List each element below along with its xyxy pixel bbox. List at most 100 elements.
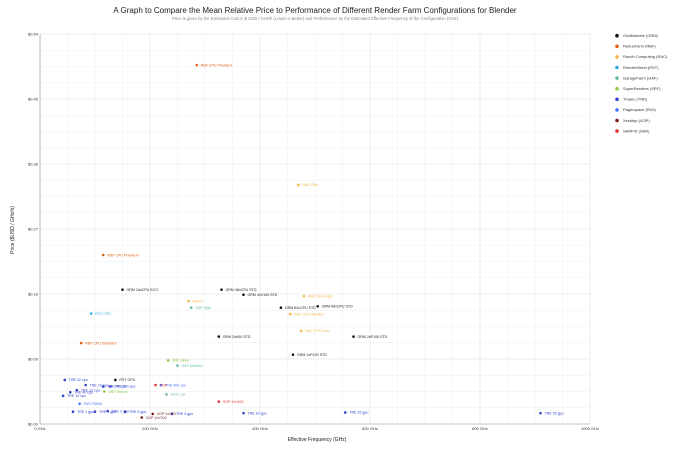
- legend-marker: [615, 118, 619, 123]
- point-label: TRE 16 cpu: [90, 383, 109, 387]
- data-point: [170, 412, 174, 416]
- data-point: [151, 412, 155, 416]
- point-label: GAF Low: [171, 393, 186, 397]
- legend-marker: [615, 86, 619, 91]
- data-point: [63, 378, 67, 382]
- point-label: TRE 1 gpu: [77, 410, 94, 414]
- point-label: SRF Silver: [172, 359, 190, 363]
- data-point: [103, 390, 106, 393]
- point-label: RBF CPU Priority+1: [201, 63, 233, 67]
- data-point: [217, 335, 221, 338]
- point-label: #REF!: [193, 300, 203, 304]
- point-label: TRE 250 cpu: [114, 385, 135, 389]
- legend: GridMarkets (GRM) RebusFarm (RBF) Ranch Co…: [615, 33, 668, 133]
- data-point: [279, 306, 283, 310]
- legend-marker: [615, 65, 619, 70]
- point-label: RAC CPU-Low: [305, 329, 329, 333]
- point-label: RST CPU: [95, 312, 111, 316]
- x-tick-label: 800 GHz: [472, 426, 488, 431]
- point-label: RST GPU: [119, 378, 135, 382]
- data-point: [539, 411, 542, 415]
- point-label: XOP 4xV100: [223, 400, 244, 404]
- data-point: [71, 410, 75, 414]
- chart-subtitle: Price is given by the Estimated Cost in …: [172, 16, 459, 21]
- y-tick-label: $0.18: [28, 292, 39, 297]
- legend-marker: [615, 97, 619, 102]
- point-label: GRM 16xCPU ECO: [127, 288, 159, 292]
- y-tick-label: $0.36: [28, 162, 39, 167]
- data-point: [68, 390, 72, 394]
- axes: [39, 34, 590, 425]
- data-point: [109, 385, 112, 388]
- data-point: [84, 383, 87, 387]
- x-tick-label: 600 GHz: [362, 426, 378, 431]
- point-label: TRE 4 gpu: [176, 412, 193, 416]
- data-point: [114, 378, 117, 382]
- x-axis-label: Effective Frequency (GHz): [288, 437, 347, 443]
- data-point: [154, 383, 157, 387]
- data-point: [297, 183, 300, 187]
- tick-labels: 0 GHz 200 GHz 400 GHz 600 GHz 800 GHz 1000 GH…: [28, 32, 599, 432]
- data-point: [61, 394, 65, 398]
- point-label: TRE 40 cpu: [74, 391, 93, 395]
- point-label: TRE 24 cpu: [107, 385, 126, 389]
- y-tick-label: $0.09: [28, 357, 39, 362]
- legend-entry: SARFIS (SAR): [623, 128, 650, 133]
- x-tick-label: 400 GHz: [252, 426, 268, 431]
- point-label: TRE 6 gpu: [129, 410, 146, 414]
- point-label: XOP 1xGTX: [157, 412, 177, 416]
- data-point: [89, 312, 93, 315]
- point-label: PAS P5000: [84, 402, 102, 406]
- point-label: RBF CPU Standard: [85, 341, 116, 345]
- legend-entry: Ranch Computing (RAC): [623, 54, 668, 59]
- point-label: GAF High: [195, 306, 211, 310]
- point-label: RAC CPU-Medium: [294, 313, 324, 317]
- x-tick-label: 1000 GHz: [581, 426, 599, 431]
- data-point: [352, 335, 355, 338]
- y-tick-label: $0.45: [28, 97, 39, 102]
- data-point: [75, 388, 79, 392]
- point-label: XOP 1xV100: [146, 416, 167, 420]
- legend-entry: Pagerspace (PAS): [623, 107, 656, 112]
- legend-marker: [615, 44, 619, 49]
- point-label: GRM 96xCPU STD: [322, 305, 353, 309]
- legend-marker: [615, 129, 619, 133]
- point-label: RAC CPU-High: [308, 294, 333, 298]
- data-point: [242, 293, 245, 297]
- x-tick-label: 0 GHz: [34, 426, 45, 431]
- y-axis-label: Price ($USD / GHz/h): [10, 206, 16, 254]
- data-point: [217, 400, 221, 403]
- legend-entry: RebusFarm (RBF): [623, 44, 656, 49]
- data-point: [189, 306, 193, 310]
- data-point: [78, 402, 81, 406]
- data-point: [242, 411, 245, 415]
- data-point: [93, 410, 97, 414]
- point-label: GRM 2xP100 STD: [358, 335, 388, 339]
- y-tick-label: $0.27: [28, 227, 39, 232]
- legend-entry: RenderStreet (RST): [623, 65, 659, 70]
- point-label: TRE 25 gpu: [545, 411, 564, 415]
- data-point: [343, 411, 347, 414]
- point-label: TRE 14 cpu: [67, 394, 86, 398]
- data-point: [299, 329, 303, 333]
- point-label: TRE 2 gpu: [112, 409, 129, 413]
- point-label: SRF Bronze: [108, 390, 128, 394]
- grid-lines: [39, 33, 591, 425]
- legend-marker: [615, 76, 619, 80]
- point-label: GRM 1xP100 STD: [297, 353, 327, 357]
- y-tick-label: $0.54: [28, 32, 39, 37]
- data-point: [288, 312, 292, 316]
- data-point: [316, 304, 320, 308]
- point-label: TRE 12 cpu: [81, 388, 100, 392]
- legend-entry: Xesktop (XOP): [623, 118, 650, 123]
- data-point: [159, 383, 163, 387]
- point-label: TRE 10 gpu: [248, 411, 267, 415]
- point-label: GRM 4xV100 STD: [248, 293, 278, 297]
- legend-entry: GarageFarm (GAF): [623, 75, 658, 80]
- data-point: [106, 409, 109, 413]
- legend-marker: [615, 55, 619, 59]
- legend-entry: Tmanu (TRE): [623, 97, 648, 102]
- data-point: [165, 393, 168, 396]
